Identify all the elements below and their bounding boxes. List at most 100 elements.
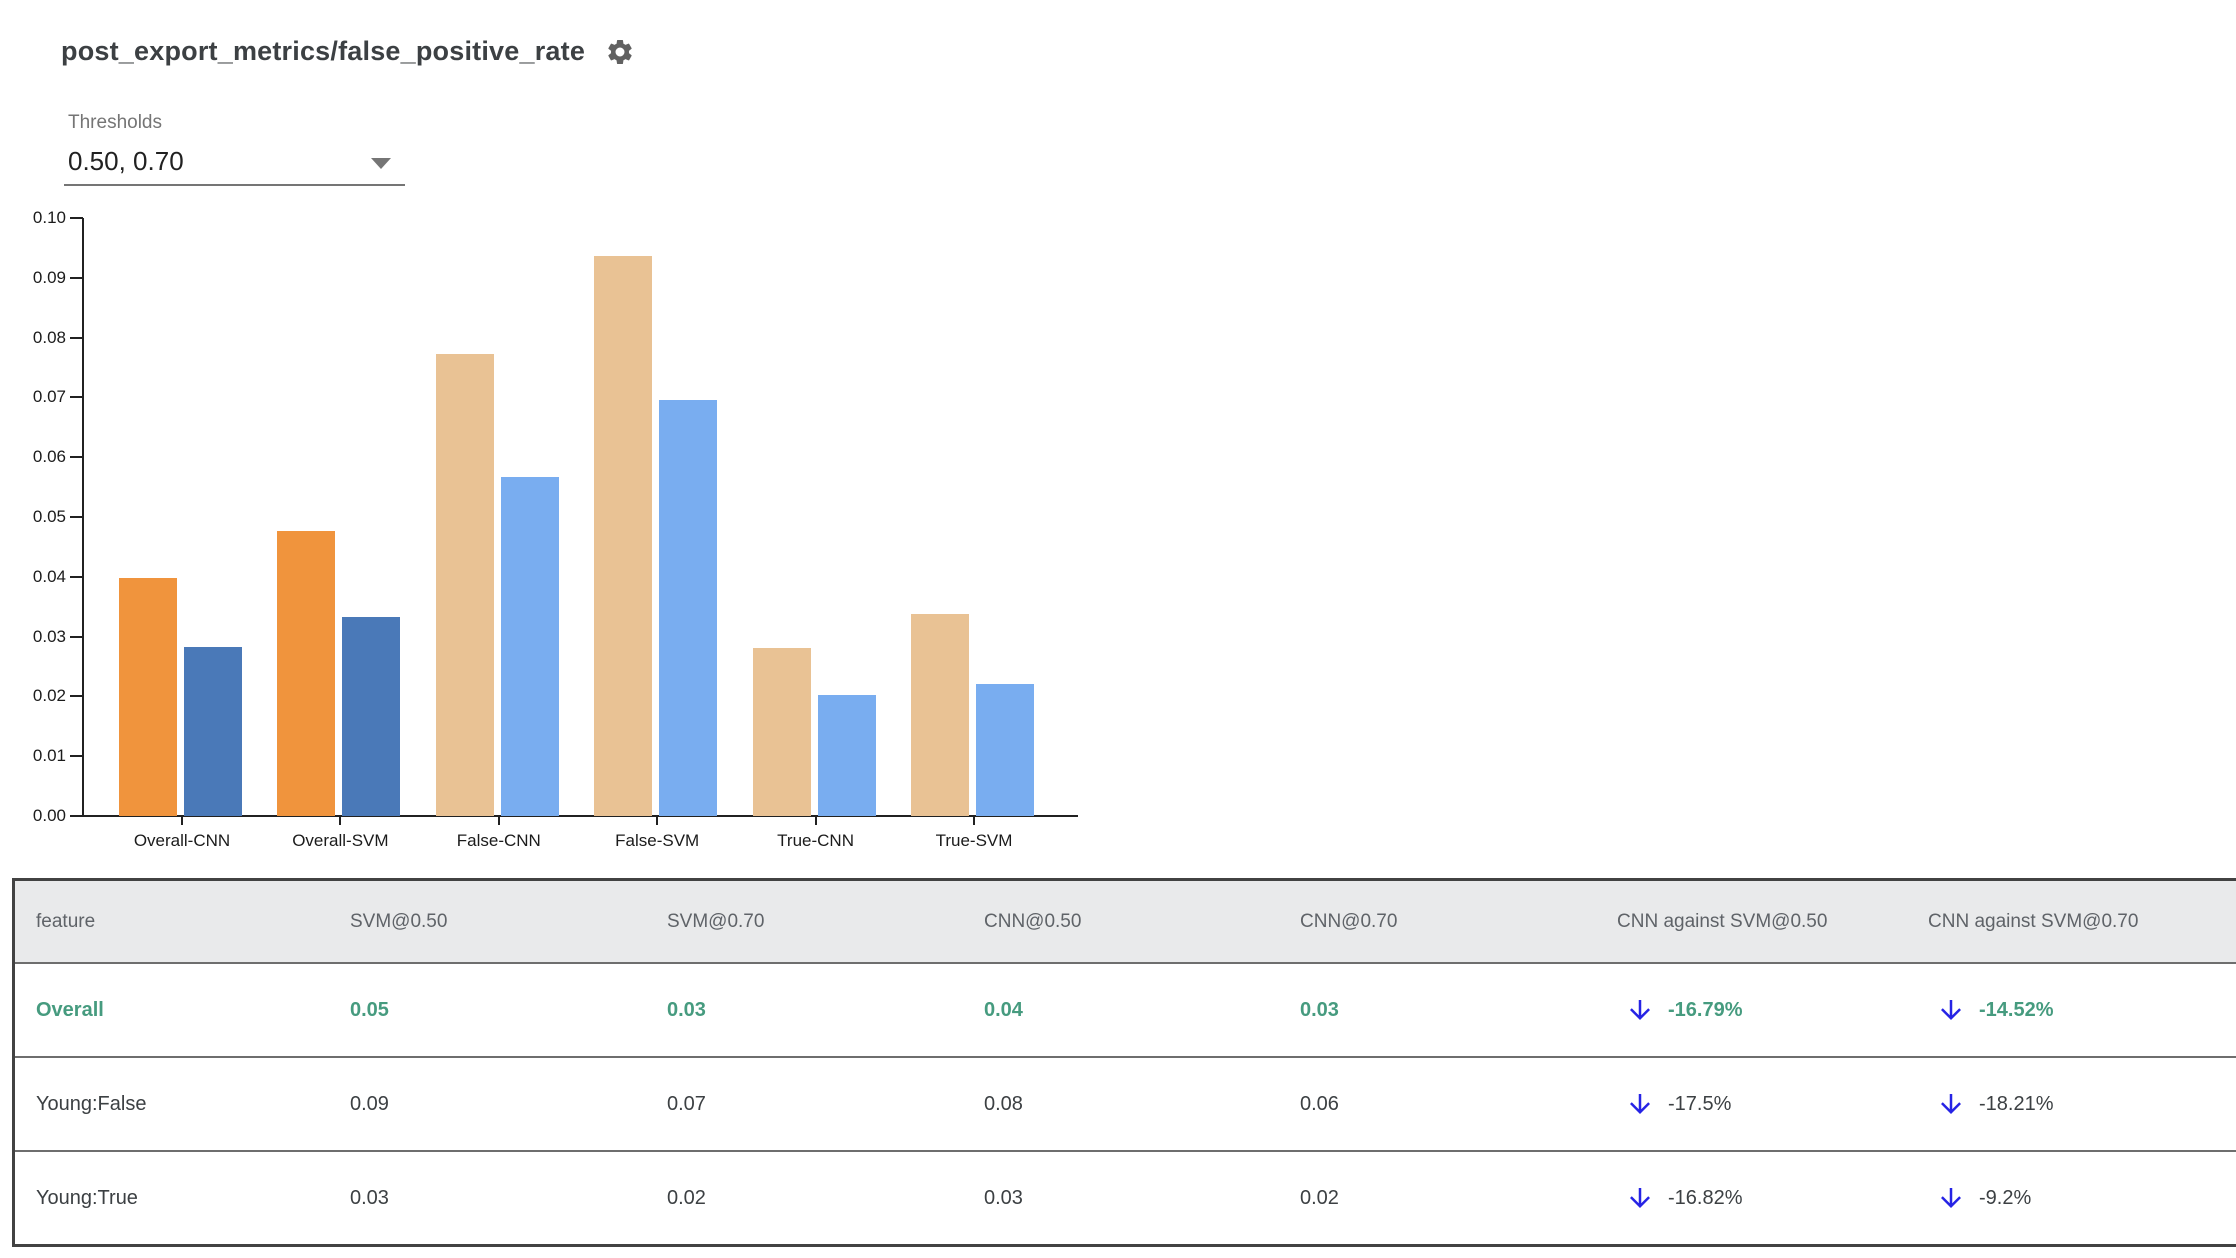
metric-value-cell: 0.02 — [1300, 1186, 1339, 1209]
caret-down-icon[interactable] — [371, 158, 391, 169]
column-header-cnn-0-70: CNN@0.70 — [1300, 910, 1398, 932]
thresholds-select[interactable]: 0.50, 0.70 — [64, 140, 405, 186]
arrow-down-icon — [1630, 1094, 1650, 1114]
y-axis-tick-label: 0.09 — [32, 267, 66, 287]
delta-value: -18.21% — [1979, 1092, 2054, 1115]
bar-Overall-SVM-threshold0.70[interactable] — [342, 617, 401, 816]
arrow-down-icon — [1630, 1188, 1650, 1208]
delta-cell: -18.21% — [1928, 1089, 2236, 1119]
bar-False-SVM-threshold0.50[interactable] — [594, 256, 653, 816]
bar-True-CNN-threshold0.50[interactable] — [752, 648, 811, 816]
feature-cell: Young:True — [36, 1186, 138, 1209]
x-axis-category-label: False-SVM — [615, 831, 700, 850]
y-axis-tick-label: 0.00 — [32, 806, 66, 825]
y-axis-tick — [70, 396, 83, 399]
table-row-young-false: Young:False 0.09 0.07 0.08 0.06 -17.5% -18.21% — [15, 1056, 2236, 1150]
false-positive-rate-bar-chart: 0.00 0.01 0.02 0.03 0.04 0.05 0.06 0.07 0.08 0.09… — [32, 208, 1078, 850]
bar-True-SVM-threshold0.50[interactable] — [911, 614, 969, 816]
select-underline — [64, 184, 405, 186]
y-axis-tick — [70, 456, 83, 459]
metric-value-cell: 0.04 — [984, 998, 1023, 1021]
bar-True-SVM-threshold0.70[interactable] — [976, 684, 1034, 816]
delta-cell: -17.5% — [1617, 1089, 1928, 1119]
bar-Overall-CNN-threshold0.70[interactable] — [184, 647, 242, 816]
metric-value-cell: 0.03 — [350, 1186, 389, 1209]
column-header-cnn-against-svm-0-50: CNN against SVM@0.50 — [1617, 910, 1828, 932]
delta-cell: -16.79% — [1617, 995, 1928, 1025]
arrow-down-icon — [1941, 1094, 1961, 1114]
table-row-overall: Overall 0.05 0.03 0.04 0.03 -16.79% -14.52% — [15, 962, 2236, 1056]
thresholds-label: Thresholds — [68, 112, 162, 133]
x-axis-tick — [181, 816, 183, 825]
y-axis-tick-label: 0.03 — [32, 626, 66, 646]
delta-value: -14.52% — [1979, 998, 2054, 1021]
y-axis-tick-label: 0.02 — [32, 686, 66, 706]
y-axis-tick — [70, 815, 83, 817]
x-axis-category-label: False-CNN — [456, 831, 541, 850]
y-axis-tick-label: 0.08 — [32, 327, 66, 347]
metric-value-cell: 0.03 — [984, 1186, 1023, 1209]
y-axis-line — [82, 218, 84, 816]
metric-value-cell: 0.08 — [984, 1092, 1023, 1115]
y-axis-tick — [70, 217, 83, 219]
y-axis-tick — [70, 575, 83, 578]
column-header-svm-0-50: SVM@0.50 — [350, 910, 448, 932]
x-axis-tick — [339, 816, 342, 825]
bar-False-CNN-threshold0.50[interactable] — [435, 354, 494, 816]
column-header-cnn-0-50: CNN@0.50 — [984, 910, 1082, 932]
settings-gear-icon[interactable] — [605, 37, 635, 67]
table-header-row: feature SVM@0.50 SVM@0.70 CNN@0.50 CNN@0.70 C… — [15, 881, 2236, 962]
thresholds-selected-value: 0.50, 0.70 — [68, 146, 184, 176]
x-axis-tick — [497, 816, 500, 825]
arrow-down-icon — [1941, 1000, 1961, 1020]
metric-value-cell: 0.06 — [1300, 1092, 1339, 1115]
delta-value: -17.5% — [1668, 1092, 1732, 1115]
arrow-down-icon — [1941, 1188, 1961, 1208]
metric-value-cell: 0.02 — [667, 1186, 706, 1209]
y-axis-tick-label: 0.04 — [32, 566, 66, 586]
y-axis-tick — [70, 635, 83, 638]
x-axis-line — [82, 815, 1078, 817]
y-axis-tick — [70, 276, 83, 279]
header: post_export_metrics/false_positive_rate — [61, 36, 635, 67]
page-title: post_export_metrics/false_positive_rate — [61, 36, 586, 66]
metric-value-cell: 0.03 — [667, 998, 706, 1021]
y-axis-tick-label: 0.05 — [32, 507, 66, 526]
y-axis-tick-label: 0.01 — [32, 746, 66, 766]
x-axis-tick — [814, 816, 817, 825]
y-axis-tick — [70, 516, 83, 518]
x-axis-tick — [973, 816, 975, 825]
x-axis-category-label: Overall-CNN — [133, 831, 231, 850]
bar-True-CNN-threshold0.70[interactable] — [817, 695, 876, 816]
bar-False-CNN-threshold0.70[interactable] — [500, 477, 559, 816]
delta-cell: -14.52% — [1928, 995, 2236, 1025]
y-axis-tick-label: 0.10 — [32, 208, 66, 227]
column-header-svm-0-70: SVM@0.70 — [667, 910, 765, 932]
bar-Overall-SVM-threshold0.50[interactable] — [277, 531, 336, 816]
table-row-young-true: Young:True 0.03 0.02 0.03 0.02 -16.82% -9.2% — [15, 1150, 2236, 1244]
x-axis-category-label: Overall-SVM — [292, 831, 389, 850]
x-axis-category-label: True-CNN — [777, 831, 854, 850]
delta-value: -9.2% — [1979, 1186, 2032, 1209]
delta-cell: -9.2% — [1928, 1183, 2236, 1213]
x-axis-category-label: True-SVM — [935, 831, 1013, 850]
x-axis-tick — [656, 816, 659, 825]
bar-Overall-CNN-threshold0.50[interactable] — [119, 578, 177, 816]
metric-value-cell: 0.03 — [1300, 998, 1339, 1021]
metric-value-cell: 0.05 — [350, 998, 389, 1021]
feature-cell: Overall — [36, 998, 104, 1021]
feature-cell: Young:False — [36, 1092, 147, 1115]
bar-False-SVM-threshold0.70[interactable] — [659, 400, 718, 816]
arrow-down-icon — [1630, 1000, 1650, 1020]
y-axis-tick-label: 0.07 — [32, 387, 66, 407]
delta-value: -16.79% — [1668, 998, 1743, 1021]
column-header-cnn-against-svm-0-70: CNN against SVM@0.70 — [1928, 910, 2139, 932]
y-axis-tick — [70, 695, 83, 698]
column-header-feature: feature — [36, 910, 96, 932]
y-axis-tick — [70, 755, 83, 758]
y-axis-tick-label: 0.06 — [32, 447, 66, 467]
metric-value-cell: 0.09 — [350, 1092, 389, 1115]
metrics-table: feature SVM@0.50 SVM@0.70 CNN@0.50 CNN@0.70 C… — [12, 878, 2236, 1247]
y-axis-tick — [70, 336, 83, 339]
delta-value: -16.82% — [1668, 1186, 1743, 1209]
